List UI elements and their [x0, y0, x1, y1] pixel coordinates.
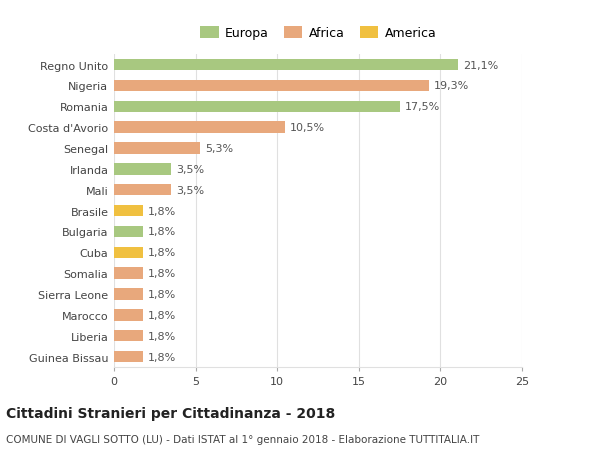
- Text: COMUNE DI VAGLI SOTTO (LU) - Dati ISTAT al 1° gennaio 2018 - Elaborazione TUTTIT: COMUNE DI VAGLI SOTTO (LU) - Dati ISTAT …: [6, 434, 479, 444]
- Text: 1,8%: 1,8%: [148, 331, 176, 341]
- Text: 1,8%: 1,8%: [148, 206, 176, 216]
- Text: Cittadini Stranieri per Cittadinanza - 2018: Cittadini Stranieri per Cittadinanza - 2…: [6, 406, 335, 420]
- Bar: [114, 101, 400, 113]
- Text: 1,8%: 1,8%: [148, 269, 176, 279]
- Bar: [114, 309, 143, 321]
- Bar: [114, 330, 143, 341]
- Bar: [114, 164, 171, 175]
- Bar: [114, 60, 458, 71]
- Bar: [114, 185, 171, 196]
- Text: 1,8%: 1,8%: [148, 289, 176, 299]
- Text: 21,1%: 21,1%: [463, 61, 499, 71]
- Bar: [114, 289, 143, 300]
- Text: 5,3%: 5,3%: [205, 144, 233, 154]
- Bar: [114, 247, 143, 258]
- Bar: [114, 122, 286, 134]
- Text: 1,8%: 1,8%: [148, 227, 176, 237]
- Text: 17,5%: 17,5%: [404, 102, 440, 112]
- Bar: [114, 351, 143, 363]
- Text: 1,8%: 1,8%: [148, 352, 176, 362]
- Text: 10,5%: 10,5%: [290, 123, 325, 133]
- Text: 19,3%: 19,3%: [434, 81, 469, 91]
- Legend: Europa, Africa, America: Europa, Africa, America: [197, 25, 439, 43]
- Bar: [114, 143, 200, 154]
- Text: 3,5%: 3,5%: [176, 164, 204, 174]
- Bar: [114, 268, 143, 279]
- Bar: [114, 206, 143, 217]
- Text: 3,5%: 3,5%: [176, 185, 204, 196]
- Text: 1,8%: 1,8%: [148, 248, 176, 258]
- Text: 1,8%: 1,8%: [148, 310, 176, 320]
- Bar: [114, 226, 143, 238]
- Bar: [114, 81, 429, 92]
